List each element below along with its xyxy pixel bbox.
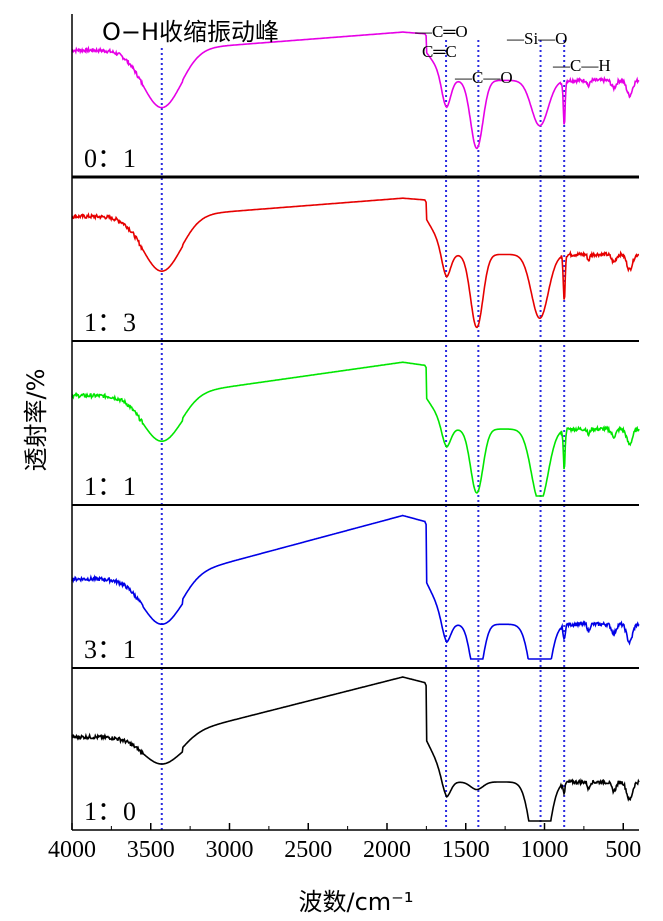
panel-ratio-label-5: 1：0 — [84, 797, 136, 826]
panels-layer: 0：1 1：3 1：1 3：1 1：0 — [84, 144, 136, 826]
spectrum-line-2 — [71, 197, 640, 329]
x-tick-label-1500: 1500 — [442, 837, 490, 863]
peak-label-si-o: —Si—O — [506, 29, 567, 48]
peak-label-c-o: —C—O — [454, 68, 513, 87]
reference-lines — [160, 40, 566, 830]
panel-ratio-label-2: 1：3 — [84, 308, 136, 337]
x-tick-label-4000: 4000 — [48, 837, 96, 863]
spectrum-line-4 — [71, 514, 640, 660]
oh-peak-annotation: O−H收缩振动峰 — [102, 18, 279, 46]
x-axis-title: 波数/cm⁻¹ — [299, 888, 414, 916]
axes: 4000 3500 3000 2500 2000 1500 1000 500 — [48, 14, 641, 863]
x-tick-label-3500: 3500 — [127, 837, 175, 863]
x-tick-label-1000: 1000 — [521, 837, 569, 863]
panel-ratio-label-3: 1：1 — [84, 472, 136, 501]
spectrum-line-5 — [71, 676, 640, 822]
panel-ratio-label-1: 0：1 — [84, 144, 136, 173]
x-tick-label-500: 500 — [605, 837, 641, 863]
peak-label-c-eq-c: C═C — [422, 42, 457, 61]
x-tick-label-2500: 2500 — [284, 837, 332, 863]
peak-label-c-h: —C—H — [552, 56, 611, 75]
panel-dividers — [72, 175, 639, 669]
spectra-curves — [71, 31, 640, 822]
panel-ratio-label-4: 3：1 — [84, 635, 136, 664]
y-axis-title: 透射率/% — [22, 369, 50, 472]
x-tick-label-3000: 3000 — [206, 837, 254, 863]
spectrum-line-1 — [71, 31, 640, 150]
x-tick-label-2000: 2000 — [363, 837, 411, 863]
spectrum-line-3 — [71, 361, 640, 497]
peak-label-c-eq-o: —C═O — [414, 22, 468, 41]
